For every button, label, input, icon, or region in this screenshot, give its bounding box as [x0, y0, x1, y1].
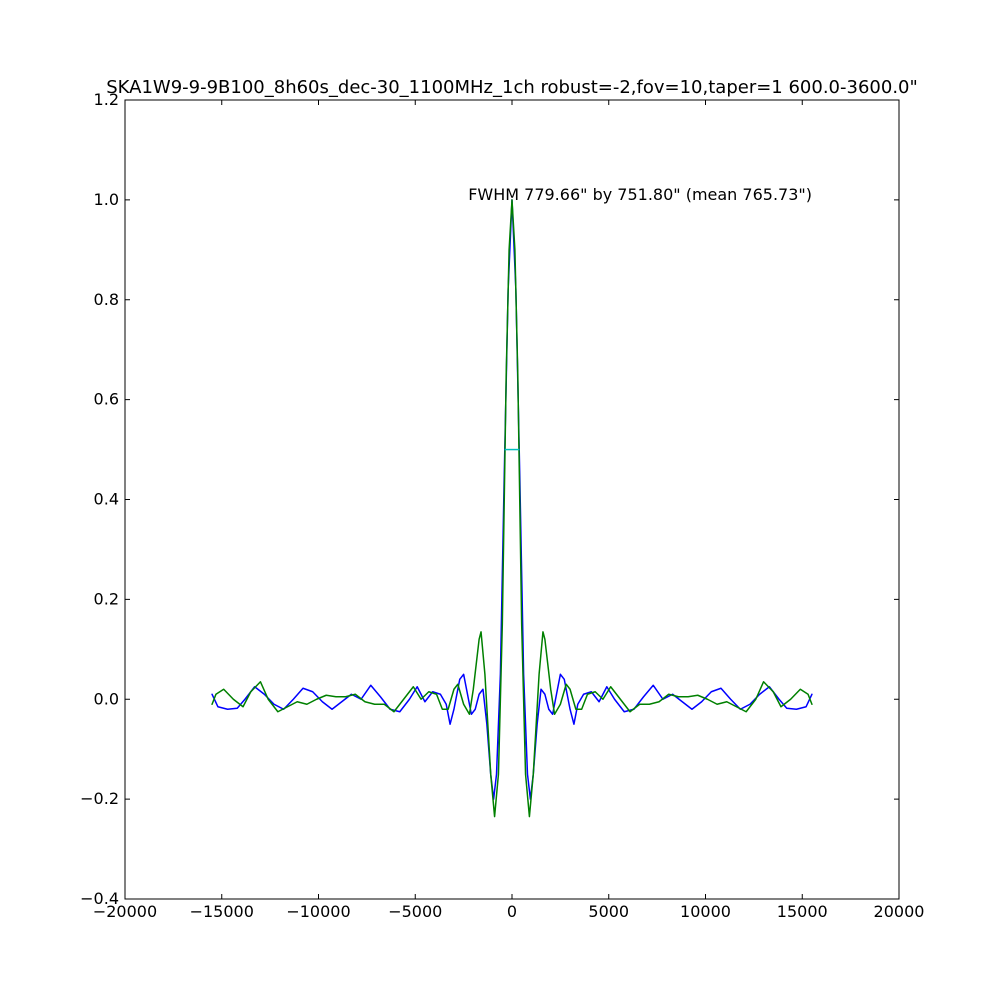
x-tick-label: −15000	[190, 902, 254, 921]
x-tick-label: −10000	[286, 902, 350, 921]
x-tick-label: 0	[507, 902, 517, 921]
annotation-layer: FWHM 779.66" by 751.80" (mean 765.73")	[468, 185, 812, 204]
chart-title: SKA1W9-9-9B100_8h60s_dec-30_1100MHz_1ch …	[106, 77, 918, 98]
y-tick-label: 0.8	[94, 290, 119, 309]
x-tick-label: 5000	[588, 902, 629, 921]
y-tick-label: 0.4	[94, 490, 119, 509]
series-layer	[211, 199, 813, 818]
axes-layer: −20000 −15000 −10000 −5000 0 5000 10000 15000 20…	[80, 90, 924, 921]
x-tick-label: −20000	[93, 902, 157, 921]
series-line-2	[211, 199, 813, 818]
y-tick-label: 0.0	[94, 689, 119, 708]
x-tick-label: 15000	[777, 902, 828, 921]
y-tick-label: 1.0	[94, 190, 119, 209]
y-tick-label: −0.2	[80, 789, 119, 808]
fwhm-annotation: FWHM 779.66" by 751.80" (mean 765.73")	[468, 185, 812, 204]
x-tick-label: 20000	[874, 902, 925, 921]
y-tick-label: −0.4	[80, 889, 119, 908]
x-tick-label: 10000	[680, 902, 731, 921]
y-tick-label: 0.6	[94, 390, 119, 409]
x-tick-label: −5000	[388, 902, 442, 921]
y-tick-label: 1.2	[94, 90, 119, 109]
y-tick-label: 0.2	[94, 589, 119, 608]
